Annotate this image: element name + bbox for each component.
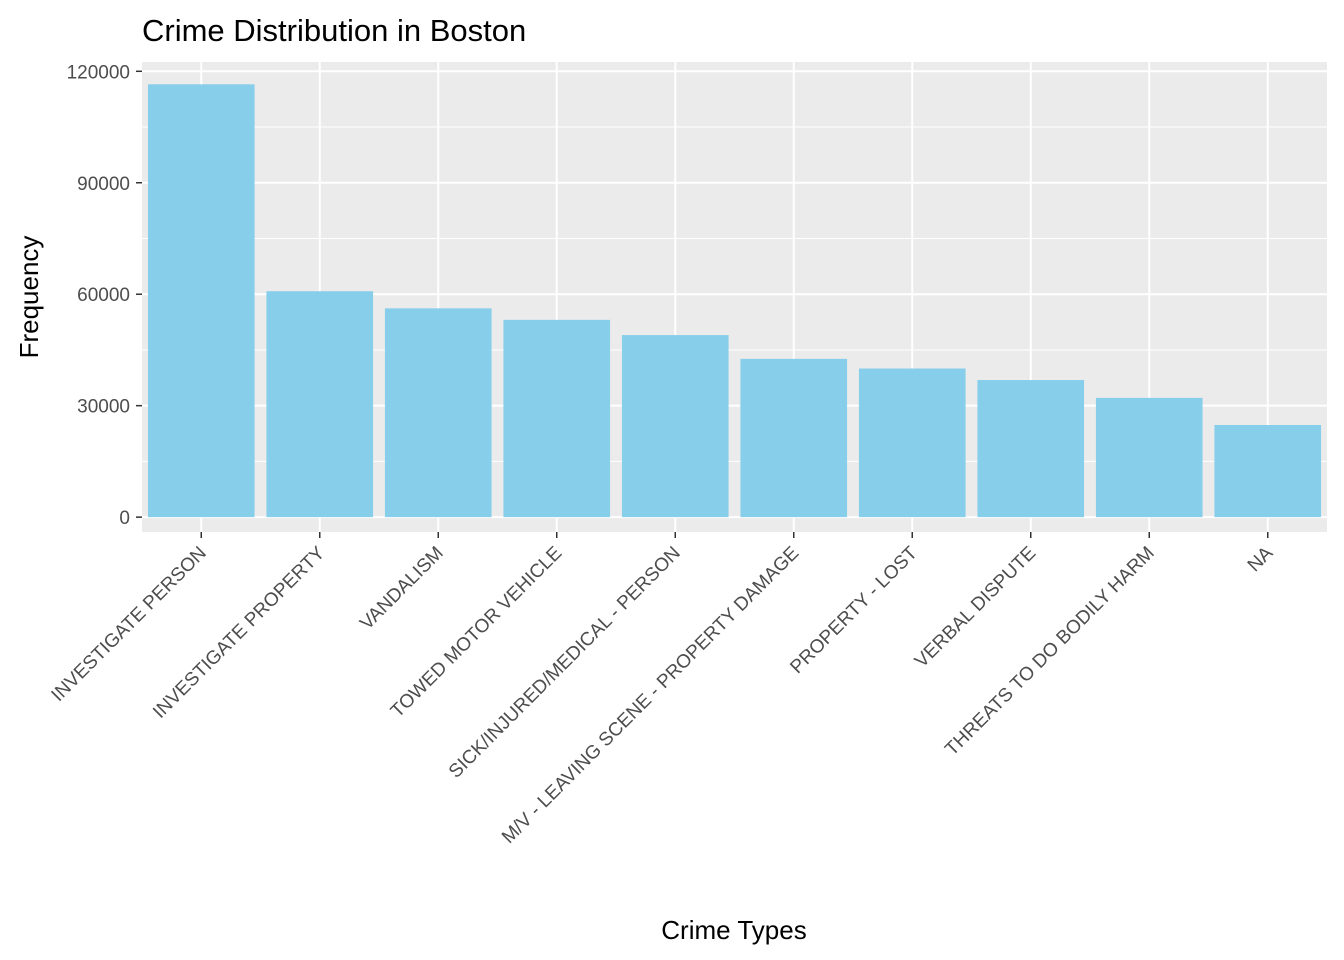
chart-title: Crime Distribution in Boston bbox=[142, 13, 526, 48]
y-tick-label: 90000 bbox=[77, 174, 130, 195]
bar bbox=[740, 358, 848, 518]
x-tick-label: NA bbox=[1244, 542, 1278, 576]
x-tick-label: THREATS TO DO BODILY HARM bbox=[941, 543, 1158, 760]
bar bbox=[1095, 397, 1203, 518]
y-tick-label: 120000 bbox=[67, 62, 130, 83]
bar bbox=[1214, 424, 1322, 518]
bars bbox=[147, 84, 1322, 518]
y-axis: 0 30000 60000 90000 120000 bbox=[67, 62, 142, 529]
x-tick-label: VANDALISM bbox=[356, 543, 448, 635]
bar bbox=[266, 291, 374, 518]
x-tick-label: SICK/INJURED/MEDICAL - PERSON bbox=[445, 543, 685, 783]
y-tick-label: 30000 bbox=[77, 397, 130, 418]
y-tick-label: 0 bbox=[119, 508, 130, 529]
x-axis-title: Crime Types bbox=[661, 915, 806, 945]
y-axis-title: Frequency bbox=[14, 236, 44, 359]
bar bbox=[503, 319, 611, 518]
y-tick-label: 60000 bbox=[77, 285, 130, 306]
bar bbox=[858, 368, 966, 518]
x-tick-label: PROPERTY - LOST bbox=[786, 542, 922, 678]
bar bbox=[384, 308, 492, 518]
bar bbox=[621, 335, 729, 518]
bar bbox=[977, 380, 1085, 518]
x-tick-label: VERBAL DISPUTE bbox=[911, 543, 1040, 672]
bar bbox=[147, 84, 255, 518]
